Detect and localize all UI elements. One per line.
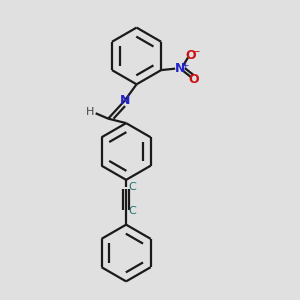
Text: H: H	[86, 107, 94, 117]
Text: O: O	[186, 49, 196, 62]
Text: +: +	[181, 61, 188, 70]
Text: C: C	[129, 206, 136, 216]
Text: N: N	[119, 94, 130, 107]
Text: O: O	[189, 73, 199, 85]
Text: −: −	[191, 46, 200, 57]
Text: N: N	[176, 62, 186, 75]
Text: C: C	[129, 182, 136, 192]
